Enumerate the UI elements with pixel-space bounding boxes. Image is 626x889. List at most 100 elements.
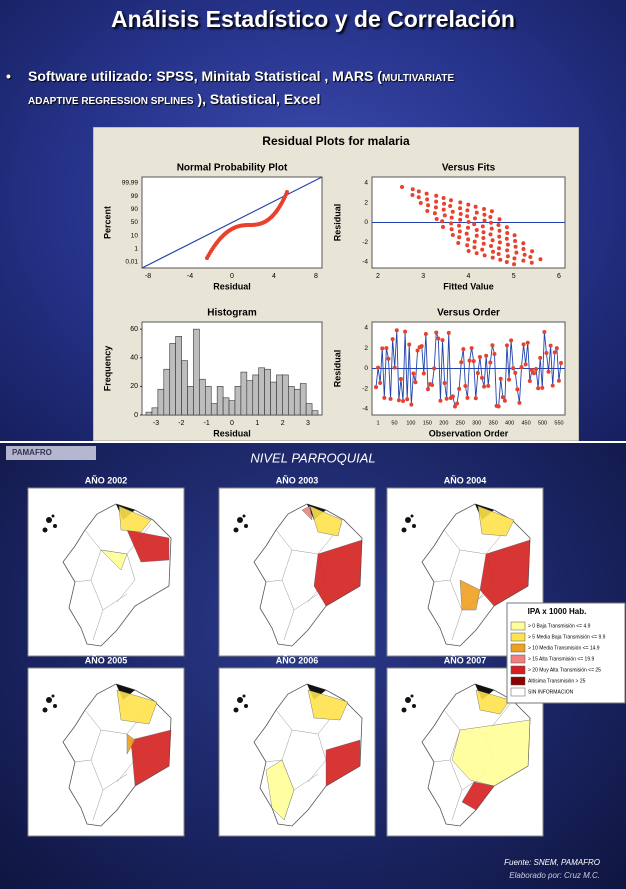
residual-dot: [384, 346, 388, 350]
residual-dot: [512, 256, 516, 260]
residual-dot: [467, 249, 471, 253]
bullet-text: ), Statistical, Excel: [194, 91, 321, 107]
residual-dot: [506, 254, 510, 258]
x-tick-label: -4: [187, 273, 193, 280]
residual-dot: [389, 397, 393, 401]
x-tick-label: 350: [489, 420, 498, 426]
residual-dot: [530, 261, 534, 265]
residual-dot: [482, 213, 486, 217]
slide-header: NIVEL PARROQUIAL: [250, 450, 375, 465]
x-tick-label: 200: [439, 420, 448, 426]
residual-dot: [434, 331, 438, 335]
legend-label: > 5 Media Baja Transmisión <= 9.9: [528, 634, 606, 640]
residual-dot: [517, 401, 521, 405]
residual-dot: [426, 203, 430, 207]
y-axis-label: Percent: [102, 206, 112, 239]
x-tick-label: 3: [421, 273, 425, 280]
residual-dot: [505, 231, 509, 235]
residual-dot: [413, 380, 417, 384]
residual-dot: [475, 251, 479, 255]
residual-dot: [496, 223, 500, 227]
residual-dot: [522, 247, 526, 251]
residual-dot: [483, 253, 487, 257]
residual-dot: [480, 248, 484, 252]
x-tick-label: 4: [467, 273, 471, 280]
residual-dot: [551, 384, 555, 388]
residual-dot: [449, 221, 453, 225]
residual-dot: [491, 238, 495, 242]
residual-dot: [474, 396, 478, 400]
residual-dot: [435, 217, 439, 221]
histogram-bar: [312, 411, 318, 415]
x-tick-label: 5: [512, 273, 516, 280]
x-tick-label: 2: [281, 420, 285, 427]
y-axis-label: Residual: [332, 204, 342, 242]
residual-dot: [442, 196, 446, 200]
residual-dot: [491, 256, 495, 260]
histogram-bar: [188, 386, 194, 415]
residual-dot: [507, 378, 511, 382]
residual-dot: [391, 337, 395, 341]
residual-dot: [473, 216, 477, 220]
residual-dot: [505, 260, 509, 264]
residual-dot: [430, 383, 434, 387]
legend-label: > 0 Baja Transmisión <= 4.9: [528, 623, 591, 629]
residual-dot: [549, 344, 553, 348]
y-tick-label: 1: [134, 246, 138, 253]
page: {"slide1": {"title": "Análisis Estadísti…: [0, 0, 626, 889]
x-tick-label: -3: [153, 420, 159, 427]
residual-dot: [449, 198, 453, 202]
residual-dot: [492, 352, 496, 356]
residual-dot: [506, 243, 510, 247]
residual-dot: [399, 377, 403, 381]
residual-dot: [424, 332, 428, 336]
residual-dot: [501, 395, 505, 399]
figure-title: Residual Plots for malaria: [262, 134, 410, 148]
residual-dot: [380, 346, 384, 350]
residual-dot: [465, 243, 469, 247]
residual-dot: [542, 330, 546, 334]
residual-dot: [465, 232, 469, 236]
legend-swatch: [511, 622, 525, 630]
y-tick-label: 20: [130, 383, 138, 390]
residual-dot: [450, 216, 454, 220]
y-tick-label: 90: [131, 206, 139, 213]
residual-dot: [521, 259, 525, 263]
residual-dot: [416, 349, 420, 353]
residual-dot: [441, 338, 445, 342]
histogram-bar: [164, 369, 170, 415]
residual-dot: [503, 399, 507, 403]
residual-dot: [432, 366, 436, 370]
residual-dot: [409, 403, 413, 407]
histogram-bar: [223, 398, 229, 415]
residual-dot: [521, 241, 525, 245]
residual-dot: [481, 236, 485, 240]
bullet-marker: •: [6, 66, 11, 86]
x-tick-label: -8: [145, 273, 151, 280]
residual-dot: [482, 230, 486, 234]
y-tick-label: 2: [364, 345, 368, 352]
residual-dot: [470, 346, 474, 350]
residual-dot: [457, 235, 461, 239]
residual-dot: [285, 190, 289, 194]
legend-swatch: [511, 688, 525, 696]
residual-dot: [447, 331, 451, 335]
residual-dot: [420, 344, 424, 348]
residual-dot: [443, 381, 447, 385]
credit: Elaborado por: Cruz M.C.: [509, 871, 600, 880]
x-tick-label: -2: [178, 420, 184, 427]
y-tick-label: 0: [364, 219, 368, 226]
residual-dot: [490, 343, 494, 347]
residual-dot: [457, 224, 461, 228]
histogram-bar: [182, 361, 188, 415]
histogram-bar: [253, 375, 259, 415]
residual-dot: [482, 242, 486, 246]
residual-dot: [540, 386, 544, 390]
residual-dot: [513, 239, 517, 243]
residual-dot: [497, 235, 501, 239]
residual-dot: [512, 262, 516, 266]
residual-dot: [425, 209, 429, 213]
residual-dot: [410, 193, 414, 197]
slide-maps: PAMAFRO NIVEL PARROQUIAL Fuente: SNEM, P…: [0, 443, 626, 889]
histogram-bar: [146, 412, 152, 415]
